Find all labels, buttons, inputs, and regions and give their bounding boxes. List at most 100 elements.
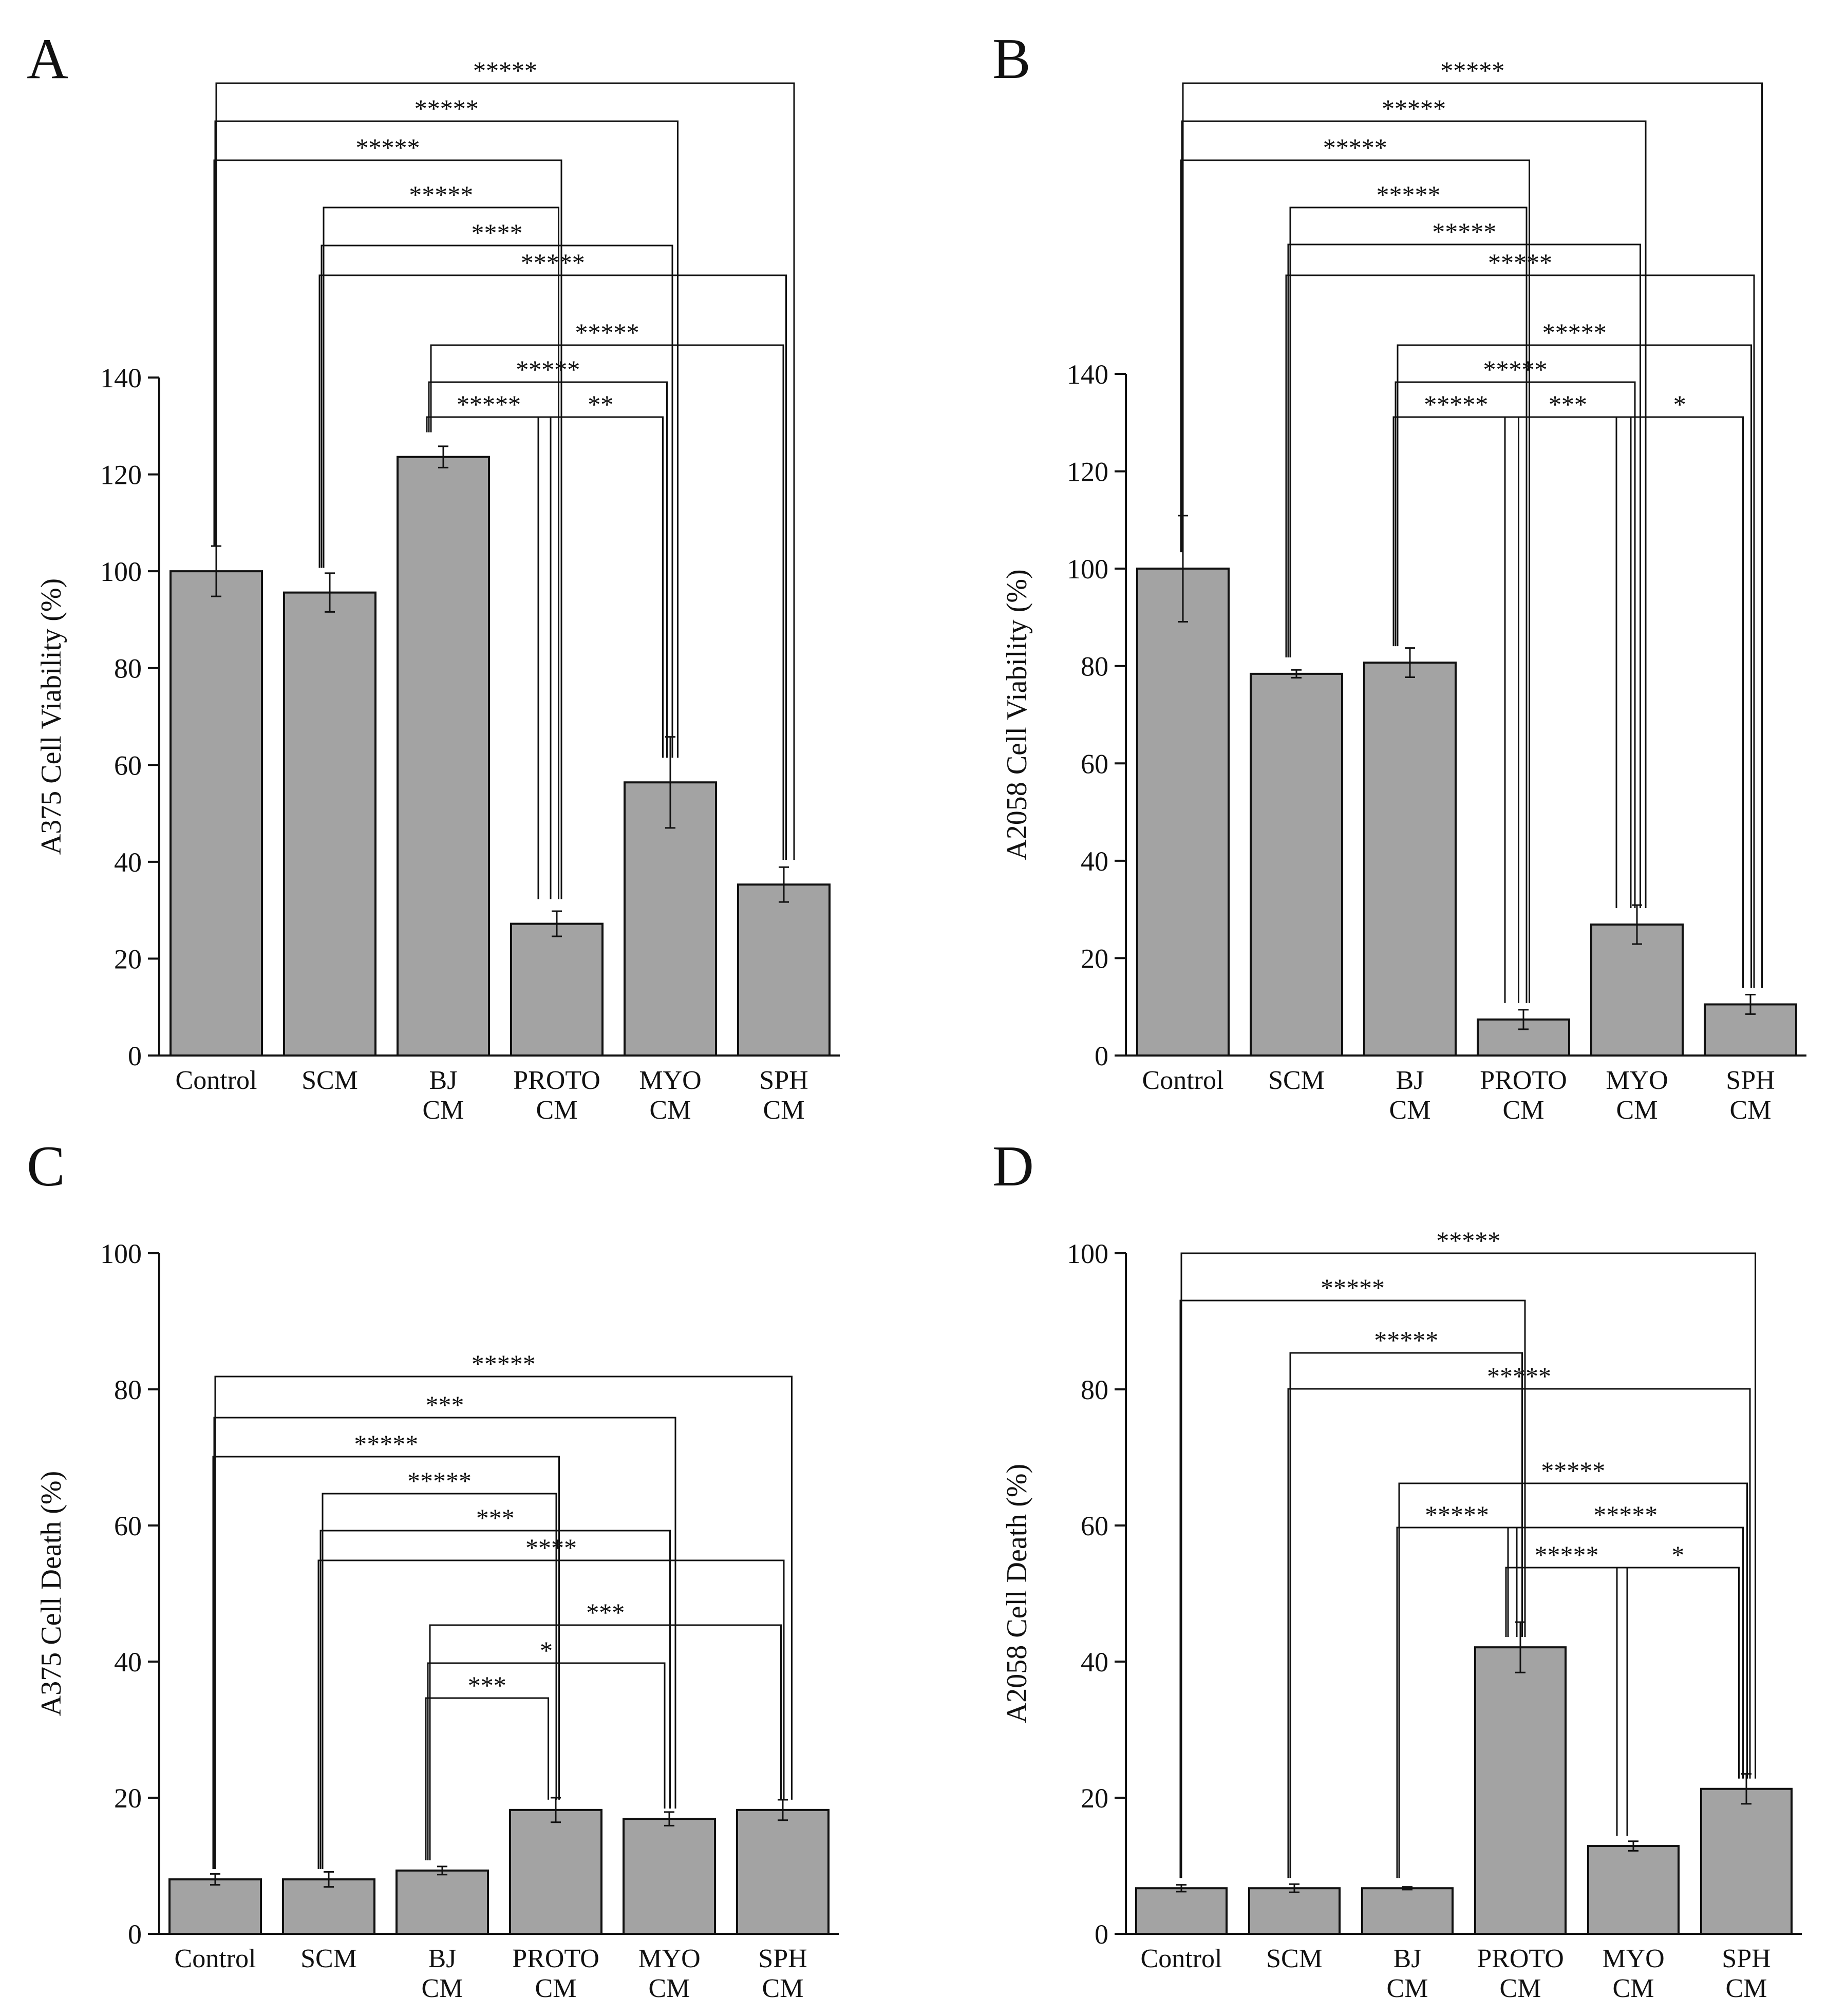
y-tick-label: 100 (100, 1238, 142, 1269)
significance-bracket (1395, 381, 1636, 909)
significance-label: ***** (1425, 1500, 1489, 1529)
y-tick-label: 20 (1081, 1783, 1108, 1814)
x-tick-label: MYO (639, 1066, 701, 1095)
significance-bracket (1180, 1252, 1756, 1878)
x-tick-label: MYO (1602, 1944, 1664, 1973)
bar (283, 591, 376, 1057)
x-tick-label: Control (1142, 1066, 1224, 1095)
x-tick-label: SPH (1726, 1066, 1775, 1095)
significance-bracket (212, 1456, 560, 1869)
significance-bracket (1179, 1299, 1526, 1878)
bar (510, 922, 604, 1057)
significance-label: * (540, 1636, 553, 1665)
significance-label: *** (1549, 390, 1587, 419)
significance-bracket (1180, 159, 1530, 1003)
significance-label: *** (586, 1598, 625, 1627)
significance-label: ***** (473, 56, 537, 85)
significance-label: ***** (1487, 1362, 1551, 1390)
significance-bracket (428, 381, 668, 758)
x-tick-label: MYO (1606, 1066, 1668, 1095)
bar (736, 1808, 830, 1935)
y-tick-label: 20 (1081, 943, 1108, 974)
y-tick-label: 100 (1067, 554, 1108, 585)
x-tick-label: SPH (1722, 1944, 1771, 1973)
y-tick-label: 60 (1081, 748, 1108, 779)
y-tick-label: 0 (128, 1041, 142, 1071)
significance-bracket (425, 1697, 549, 1860)
y-tick-label: 40 (1081, 846, 1108, 877)
y-axis-label: A375 Cell Death (%) (35, 1471, 67, 1716)
significance-bracket (1398, 1482, 1748, 1878)
significance-label: ***** (1382, 94, 1446, 123)
y-tick-label: 40 (1081, 1647, 1108, 1678)
y-tick-label: 40 (114, 1647, 142, 1678)
x-tick-label: SPH (758, 1944, 807, 1973)
significance-bracket (323, 206, 559, 899)
chart-panel-b: B 0 20 40 60 80 100 120 140 A2058 Cell Viability … (992, 27, 1806, 1125)
significance-bracket (317, 1559, 785, 1869)
x-tick-label: SCM (302, 1066, 358, 1095)
significance-bracket (214, 1376, 793, 1869)
bar (1361, 1887, 1454, 1935)
bar (1250, 672, 1343, 1057)
y-tick-label: 60 (1081, 1511, 1108, 1541)
bar (169, 570, 263, 1057)
significance-label: ***** (1432, 217, 1496, 246)
significance-bracket (429, 1624, 782, 1860)
significance-bracket (318, 274, 787, 860)
significance-bracket (430, 344, 784, 860)
y-axis-label: A2058 Cell Death (%) (1001, 1464, 1033, 1723)
x-tick-label: CM (1726, 1974, 1767, 2003)
significance-label: ***** (1374, 1326, 1438, 1354)
x-tick-label: CM (649, 1974, 690, 2003)
x-tick-label: CM (1730, 1096, 1772, 1125)
x-tick-label: BJ (428, 1944, 457, 1973)
y-axis-label: A2058 Cell Viability (%) (1001, 569, 1033, 860)
bar (1363, 662, 1457, 1057)
y-tick-label: 60 (114, 750, 142, 781)
significance-bracket (1181, 120, 1647, 909)
significance-bracket (427, 1662, 666, 1860)
x-tick-label: CM (650, 1096, 691, 1125)
x-tick-label: CM (1500, 1974, 1541, 2003)
bar (623, 1818, 716, 1935)
significance-bracket (214, 120, 679, 758)
bar (397, 456, 490, 1057)
significance-label: ***** (575, 318, 639, 347)
panel-letter: C (27, 1135, 65, 1198)
chart-panel-a: A 0 20 40 60 80 100 120 140 A375 Cell Viability (… (27, 27, 840, 1125)
x-tick-label: CM (1503, 1096, 1545, 1125)
significance-bracket (1289, 206, 1528, 1003)
x-tick-label: CM (536, 1096, 578, 1125)
x-tick-label: PROTO (513, 1066, 600, 1095)
x-tick-label: Control (175, 1944, 256, 1973)
panel-letter: A (27, 27, 68, 91)
significance-label: *** (476, 1503, 515, 1532)
panel-letter: B (992, 27, 1031, 91)
x-tick-label: Control (176, 1066, 257, 1095)
significance-label: ***** (1541, 1456, 1605, 1485)
significance-label: ***** (1488, 248, 1552, 277)
significance-bracket (215, 82, 795, 860)
significance-bracket (1616, 1567, 1740, 1836)
y-tick-label: 40 (114, 847, 142, 878)
bar (1135, 1887, 1228, 1935)
significance-bracket (1505, 1567, 1628, 1836)
significance-bracket (322, 1493, 557, 1869)
bar (395, 1869, 489, 1935)
significance-label: ***** (356, 133, 420, 162)
significance-label: ***** (1593, 1500, 1658, 1529)
significance-label: ***** (521, 248, 585, 277)
bar (737, 883, 831, 1057)
significance-bracket (426, 416, 552, 899)
x-tick-label: SCM (300, 1944, 357, 1973)
y-tick-label: 80 (114, 1374, 142, 1405)
significance-label: *** (468, 1671, 506, 1700)
bar (1136, 568, 1230, 1057)
significance-bracket (1397, 344, 1752, 988)
significance-label: ***** (1535, 1540, 1599, 1569)
x-tick-label: CM (762, 1974, 804, 2003)
significance-bracket (1507, 1527, 1744, 1779)
y-tick-label: 100 (100, 556, 142, 587)
